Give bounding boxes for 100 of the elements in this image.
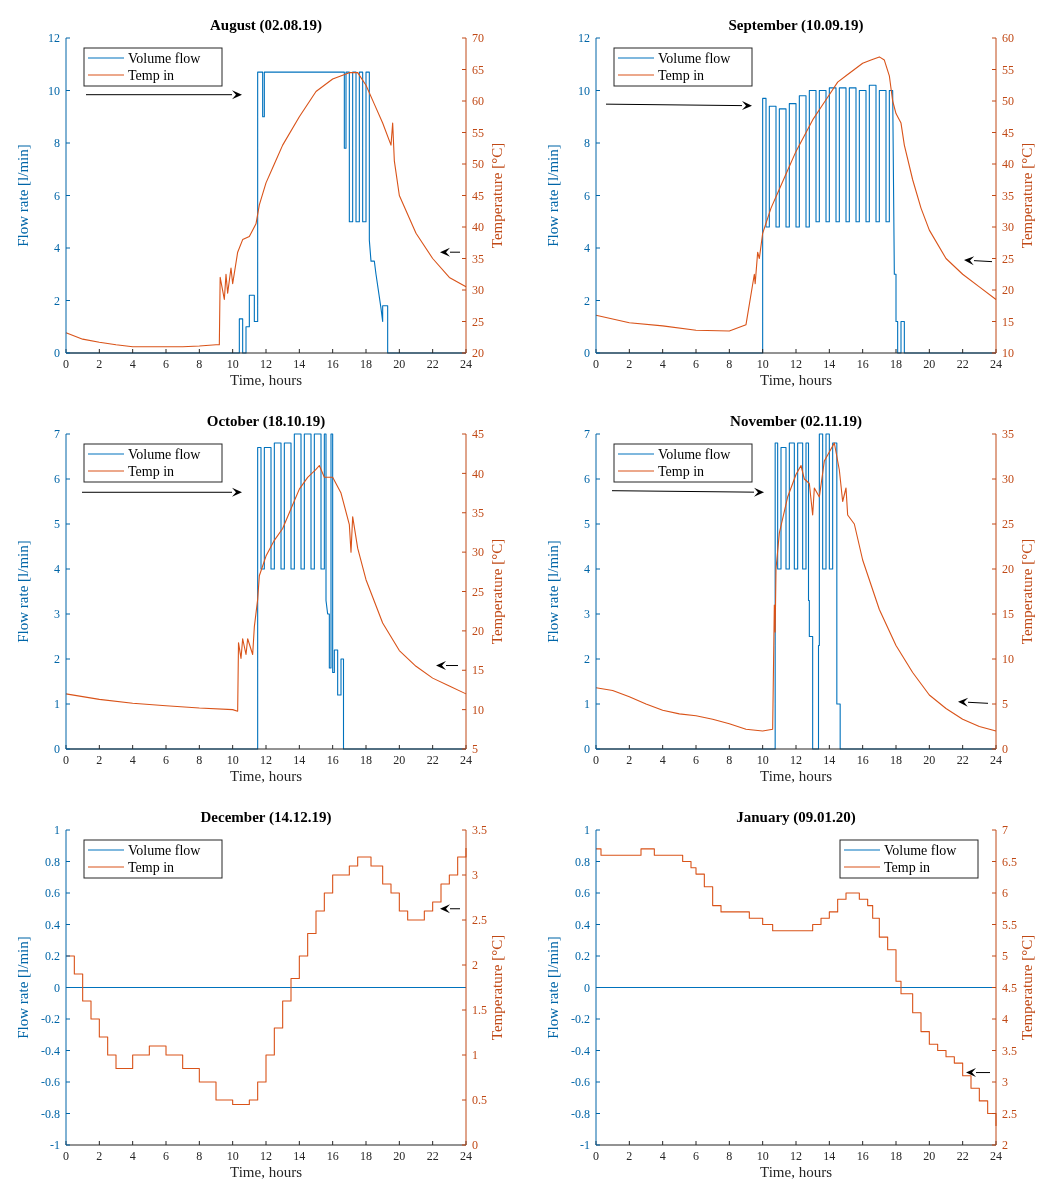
y2-tick-label: 0 bbox=[1002, 742, 1008, 757]
x-tick-label: 8 bbox=[196, 753, 203, 767]
x-tick-label: 6 bbox=[163, 753, 169, 767]
y2-tick-label: 50 bbox=[1002, 94, 1014, 109]
y-tick-label: 1 bbox=[54, 823, 60, 838]
x-tick-label: 6 bbox=[163, 357, 169, 371]
chart-title: December (14.12.19) bbox=[200, 809, 332, 826]
legend-label: Volume flow bbox=[128, 50, 202, 66]
y-tick-label: 10 bbox=[578, 83, 590, 98]
y2-tick-label: 15 bbox=[1002, 314, 1014, 329]
legend-label: Temp in bbox=[128, 67, 175, 83]
x-tick-label: 16 bbox=[856, 357, 869, 371]
x-tick-label: 10 bbox=[226, 1149, 239, 1163]
x-tick-label: 14 bbox=[823, 1149, 836, 1163]
x-tick-label: 20 bbox=[393, 753, 406, 767]
y-tick-label: 6 bbox=[54, 472, 60, 487]
y2-tick-label: 45 bbox=[1002, 125, 1014, 140]
x-tick-label: 6 bbox=[693, 1149, 699, 1163]
x-tick-label: 24 bbox=[460, 357, 472, 371]
x-tick-label: 18 bbox=[360, 357, 372, 371]
y-axis-title: Flow rate [l/min] bbox=[15, 540, 31, 643]
y2-tick-label: 20 bbox=[1002, 283, 1014, 298]
x-tick-label: 8 bbox=[196, 357, 203, 371]
y2-tick-label: 7 bbox=[1002, 823, 1008, 838]
y-tick-label: 2 bbox=[584, 652, 590, 667]
y-axis-title: Flow rate [l/min] bbox=[545, 936, 561, 1039]
y2-tick-label: 4.5 bbox=[1002, 980, 1017, 995]
x-tick-label: 4 bbox=[659, 753, 666, 767]
y-tick-label: 0 bbox=[584, 742, 590, 757]
x-tick-label: 18 bbox=[360, 1149, 372, 1163]
x-tick-label: 24 bbox=[990, 1149, 1002, 1163]
x-tick-label: 4 bbox=[659, 1149, 666, 1163]
x-tick-label: 2 bbox=[96, 753, 103, 767]
x-tick-label: 20 bbox=[393, 1149, 406, 1163]
chart-title: January (09.01.20) bbox=[736, 809, 856, 826]
y2-tick-label: 5 bbox=[1002, 949, 1008, 964]
x-tick-label: 10 bbox=[756, 357, 769, 371]
y2-axis-title: Temperature [°C] bbox=[489, 142, 505, 249]
x-tick-label: 14 bbox=[293, 1149, 306, 1163]
y-tick-label: 2 bbox=[54, 652, 60, 667]
x-tick-label: 18 bbox=[890, 753, 902, 767]
x-tick-label: 8 bbox=[726, 1149, 733, 1163]
legend-label: Temp in bbox=[658, 463, 705, 479]
y2-tick-label: 35 bbox=[1002, 188, 1014, 203]
x-tick-label: 6 bbox=[163, 1149, 169, 1163]
x-tick-label: 8 bbox=[726, 357, 733, 371]
y-tick-label: 0.8 bbox=[575, 854, 590, 869]
y-tick-label: 7 bbox=[584, 427, 590, 442]
x-tick-label: 22 bbox=[956, 357, 969, 371]
y-tick-label: 1 bbox=[584, 823, 590, 838]
x-tick-label: 2 bbox=[626, 753, 633, 767]
legend-label: Temp in bbox=[128, 859, 175, 875]
y2-tick-label: 15 bbox=[1002, 607, 1014, 622]
y2-tick-label: 2.5 bbox=[1002, 1106, 1017, 1121]
y2-tick-label: 30 bbox=[1002, 220, 1014, 235]
y-tick-label: 0.2 bbox=[45, 949, 60, 964]
legend-label: Volume flow bbox=[658, 50, 732, 66]
legend-label: Temp in bbox=[128, 463, 175, 479]
x-tick-label: 0 bbox=[593, 1149, 599, 1163]
x-axis-title: Time, hours bbox=[230, 1164, 303, 1180]
y2-tick-label: 10 bbox=[1002, 346, 1014, 361]
y-tick-label: 2 bbox=[584, 293, 590, 308]
x-tick-label: 16 bbox=[326, 357, 339, 371]
chart-title: August (02.08.19) bbox=[209, 17, 323, 34]
y2-tick-label: 65 bbox=[472, 62, 484, 77]
x-tick-label: 2 bbox=[626, 357, 633, 371]
y2-tick-label: 2 bbox=[472, 958, 478, 973]
y2-tick-label: 45 bbox=[472, 427, 484, 442]
x-tick-label: 4 bbox=[129, 1149, 136, 1163]
y2-tick-label: 2 bbox=[1002, 1138, 1008, 1153]
x-tick-label: 18 bbox=[890, 357, 902, 371]
x-axis-title: Time, hours bbox=[230, 372, 303, 388]
x-tick-label: 20 bbox=[393, 357, 406, 371]
x-tick-label: 4 bbox=[129, 753, 136, 767]
y-tick-label: 0.2 bbox=[575, 949, 590, 964]
y-tick-label: 4 bbox=[54, 562, 60, 577]
x-tick-label: 22 bbox=[426, 753, 439, 767]
x-tick-label: 10 bbox=[756, 753, 769, 767]
chart-title: September (10.09.19) bbox=[728, 17, 864, 34]
y2-tick-label: 30 bbox=[472, 283, 484, 298]
y2-tick-label: 1.5 bbox=[472, 1003, 487, 1018]
y2-tick-label: 30 bbox=[472, 545, 484, 560]
y-tick-label: -0.8 bbox=[41, 1106, 60, 1121]
y-tick-label: -0.6 bbox=[41, 1075, 60, 1090]
legend-label: Volume flow bbox=[128, 446, 202, 462]
y2-tick-label: 6 bbox=[1002, 886, 1008, 901]
y-tick-label: 0.8 bbox=[45, 854, 60, 869]
x-tick-label: 24 bbox=[990, 357, 1002, 371]
x-tick-label: 0 bbox=[593, 753, 599, 767]
y-tick-label: 0.4 bbox=[45, 917, 60, 932]
y-tick-label: 4 bbox=[54, 241, 60, 256]
x-tick-label: 12 bbox=[260, 1149, 272, 1163]
x-tick-label: 12 bbox=[790, 357, 802, 371]
y2-tick-label: 15 bbox=[472, 663, 484, 678]
y-tick-label: 12 bbox=[48, 31, 60, 46]
x-tick-label: 6 bbox=[693, 357, 699, 371]
x-tick-label: 14 bbox=[293, 753, 306, 767]
y2-axis-title: Temperature [°C] bbox=[489, 538, 505, 645]
y2-tick-label: 40 bbox=[472, 220, 484, 235]
y2-axis-title: Temperature [°C] bbox=[489, 934, 505, 1041]
